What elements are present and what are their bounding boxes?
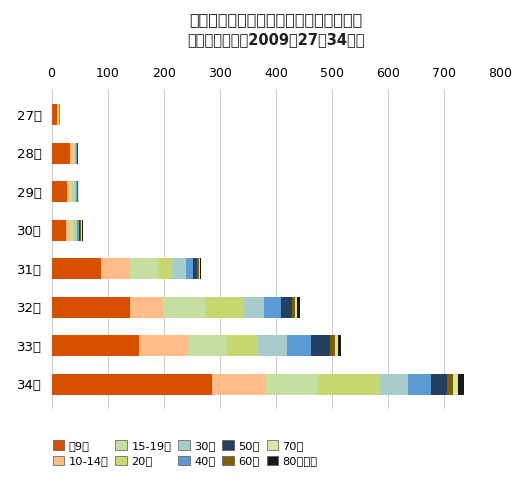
Bar xyxy=(188,335,227,356)
Bar xyxy=(205,296,244,318)
Bar xyxy=(101,258,130,279)
Bar xyxy=(74,181,76,203)
Bar xyxy=(458,374,464,395)
Bar xyxy=(212,374,265,395)
Bar xyxy=(130,296,163,318)
Bar xyxy=(77,143,78,164)
Bar xyxy=(58,104,59,125)
Bar xyxy=(130,258,158,279)
Bar xyxy=(292,296,295,318)
Bar xyxy=(265,374,318,395)
Bar xyxy=(77,181,78,203)
Bar xyxy=(453,374,458,395)
Bar xyxy=(297,296,300,318)
Bar xyxy=(75,220,77,241)
Bar xyxy=(431,374,447,395)
Bar xyxy=(52,220,66,241)
Bar xyxy=(198,258,199,279)
Bar xyxy=(139,335,188,356)
Bar xyxy=(59,104,60,125)
Bar xyxy=(295,296,297,318)
Bar xyxy=(52,181,67,203)
Bar xyxy=(264,296,281,318)
Bar xyxy=(335,335,338,356)
Bar xyxy=(52,143,70,164)
Bar xyxy=(281,296,292,318)
Bar xyxy=(76,181,77,203)
Bar xyxy=(380,374,408,395)
Bar xyxy=(57,104,58,125)
Bar xyxy=(311,335,330,356)
Legend: 〜9歳, 10-14歳, 15-19歳, 20代, 30代, 40代, 50代, 60代, 70代, 80歳以上: 〜9歳, 10-14歳, 15-19歳, 20代, 30代, 40代, 50代,… xyxy=(53,441,318,466)
Bar xyxy=(227,335,258,356)
Bar xyxy=(258,335,287,356)
Bar xyxy=(75,143,76,164)
Bar xyxy=(70,143,73,164)
Bar xyxy=(74,143,75,164)
Bar xyxy=(52,258,101,279)
Bar xyxy=(200,258,201,279)
Bar xyxy=(338,335,341,356)
Bar xyxy=(73,220,75,241)
Bar xyxy=(163,296,205,318)
Bar xyxy=(244,296,264,318)
Bar xyxy=(52,335,139,356)
Bar xyxy=(67,181,70,203)
Bar xyxy=(52,374,212,395)
Bar xyxy=(447,374,453,395)
Bar xyxy=(193,258,198,279)
Bar xyxy=(172,258,186,279)
Bar xyxy=(199,258,200,279)
Bar xyxy=(82,220,83,241)
Text: 東京都におけるインフルエンザの報告数: 東京都におけるインフルエンザの報告数 xyxy=(189,12,363,27)
Bar xyxy=(70,220,73,241)
Bar xyxy=(52,296,130,318)
Bar xyxy=(66,220,70,241)
Bar xyxy=(408,374,431,395)
Bar xyxy=(52,104,57,125)
Bar xyxy=(80,220,82,241)
Bar xyxy=(318,374,380,395)
Bar xyxy=(77,220,79,241)
Text: （年齢階層別、2009年27〜34週）: （年齢階層別、2009年27〜34週） xyxy=(187,32,365,47)
Bar xyxy=(158,258,172,279)
Bar xyxy=(330,335,335,356)
Bar xyxy=(79,220,80,241)
Bar xyxy=(72,181,74,203)
Bar xyxy=(70,181,72,203)
Bar xyxy=(73,143,74,164)
Bar xyxy=(76,143,77,164)
Bar xyxy=(186,258,193,279)
Bar xyxy=(287,335,311,356)
